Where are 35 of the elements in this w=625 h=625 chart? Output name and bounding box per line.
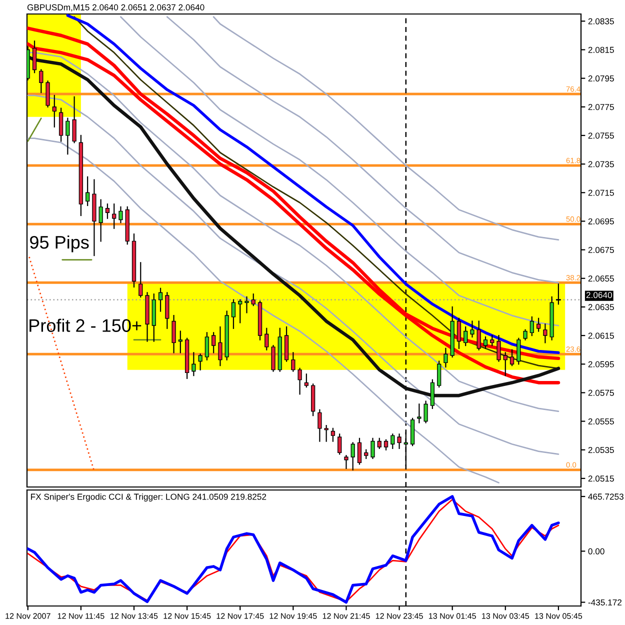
y-tick-label: -435.172: [588, 599, 622, 606]
y-tick-label: 2.0735: [588, 161, 614, 168]
y-tick-label: 2.0655: [588, 275, 614, 282]
x-tick-label: 12 Nov 21:45: [322, 613, 370, 619]
annotation: 95 Pips: [30, 235, 89, 252]
x-tick-label: 12 Nov 13:45: [110, 613, 158, 619]
x-tick-label: 12 Nov 19:45: [270, 613, 317, 619]
x-tick-label: 13 Nov 01:45: [428, 613, 476, 619]
y-tick-label: 2.0515: [588, 476, 614, 482]
ref-line-label: 2.0640: [586, 292, 612, 298]
y-tick-label: 2.0695: [588, 218, 614, 224]
y-tick-label: 2.0555: [588, 418, 614, 424]
y-tick-label: 2.0535: [588, 446, 614, 454]
x-tick-label: 12 Nov 11:45: [58, 613, 104, 619]
y-tick-label: 2.0775: [588, 104, 614, 110]
y-tick-label: 2.0635: [588, 304, 614, 310]
y-tick-label: 2.0795: [588, 75, 614, 82]
chart-title: FX Sniper's Ergodic CCI & Trigger: LONG 241.0509 219.8252: [31, 493, 266, 502]
x-tick-label: 12 Nov 2007: [6, 613, 50, 619]
x-tick-label: 12 Nov 23:45: [376, 613, 423, 619]
x-tick-label: 12 Nov 17:45: [216, 613, 264, 619]
y-tick-label: 2.0755: [588, 132, 614, 139]
y-tick-label: 0.00: [588, 548, 604, 554]
x-tick-label: 12 Nov 15:45: [164, 613, 211, 619]
chart-title: GBPUSDm,M15 2.0640 2.0651 2.0637 2.0640: [27, 4, 204, 12]
y-tick-label: 465.7253: [588, 494, 624, 500]
y-tick-label: 2.0595: [588, 361, 614, 368]
y-tick-label: 2.0835: [588, 18, 614, 24]
x-tick-label: 13 Nov 03:45: [482, 613, 530, 619]
y-tick-label: 2.0615: [588, 332, 614, 339]
y-tick-label: 2.0715: [588, 190, 614, 196]
y-tick-label: 2.0815: [588, 46, 614, 53]
y-tick-label: 2.0675: [588, 246, 614, 253]
y-tick-label: 2.0575: [588, 390, 614, 396]
x-tick-label: 13 Nov 05:45: [535, 613, 582, 619]
